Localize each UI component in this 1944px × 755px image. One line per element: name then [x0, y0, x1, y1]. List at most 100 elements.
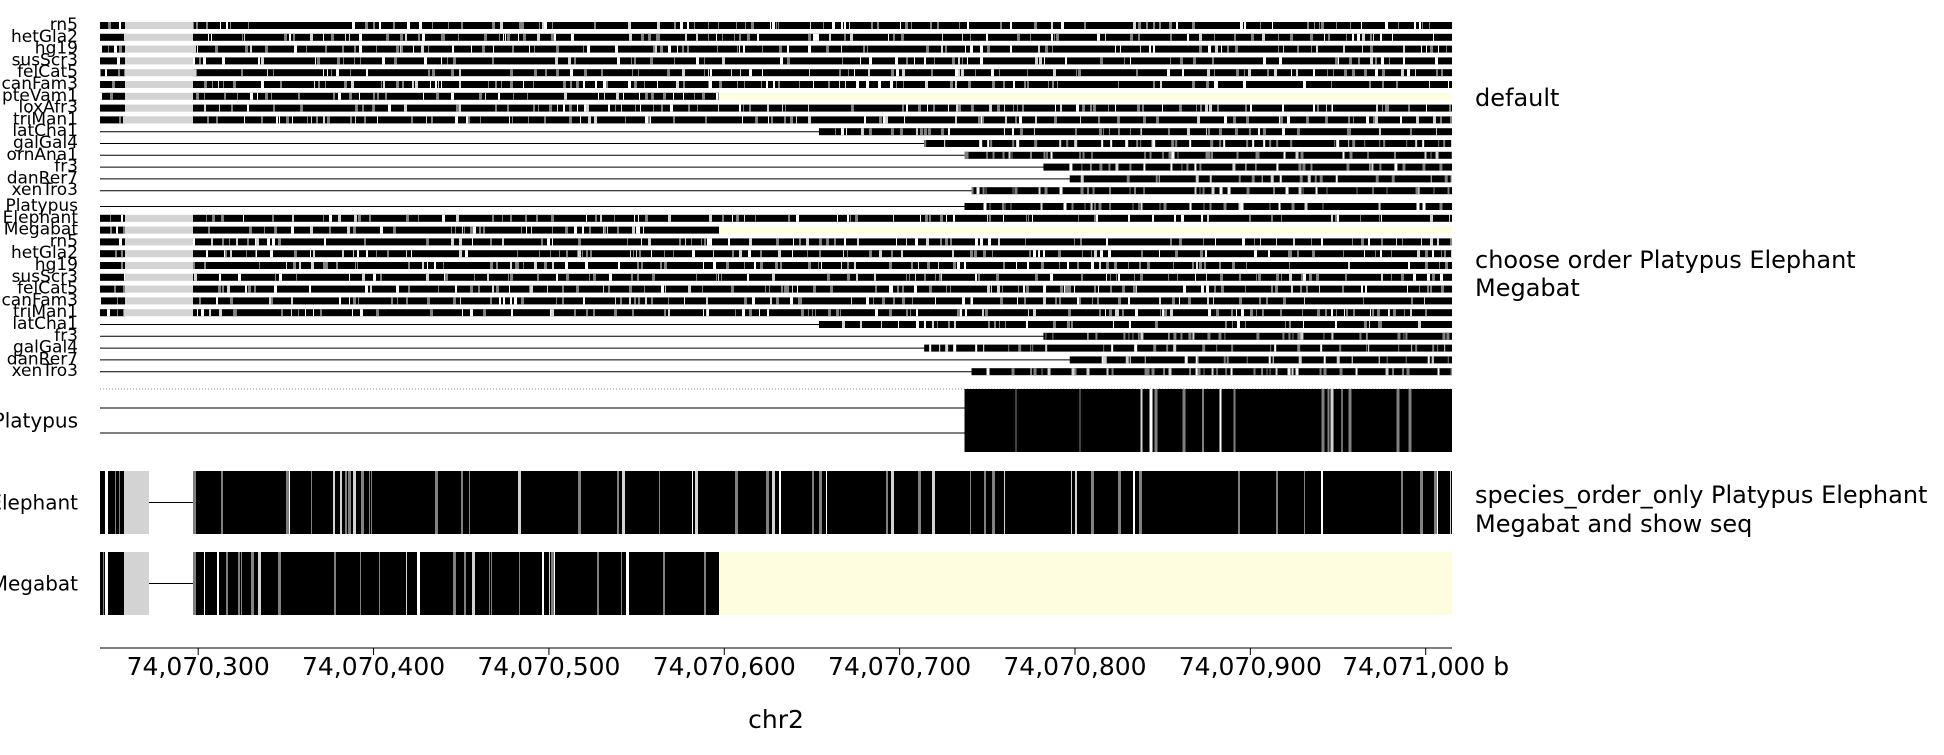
mismatch-stripe — [1268, 250, 1270, 258]
mismatch-stripe — [293, 33, 295, 41]
mismatch-stripe — [1045, 45, 1048, 53]
mismatch-stripe — [224, 250, 225, 258]
mismatch-stripe — [245, 45, 248, 53]
mismatch-stripe — [311, 471, 312, 534]
mismatch-stripe — [1158, 175, 1160, 183]
mismatch-stripe — [444, 33, 445, 41]
mismatch-stripe — [325, 45, 327, 53]
mismatch-stripe — [1221, 285, 1224, 293]
mismatch-stripe — [1074, 238, 1075, 246]
mismatch-stripe — [1410, 309, 1412, 317]
mismatch-stripe — [931, 321, 934, 328]
mismatch-stripe — [1450, 368, 1452, 376]
mismatch-stripe — [1298, 163, 1302, 171]
mismatch-stripe — [810, 22, 811, 29]
panel-2: choose order Platypus Elephant MegabatPla… — [1, 196, 1855, 381]
mismatch-stripe — [1433, 187, 1435, 195]
mismatch-stripe — [1295, 151, 1299, 159]
mismatch-stripe — [707, 238, 710, 246]
mismatch-stripe — [1125, 356, 1129, 364]
mismatch-stripe — [1082, 250, 1083, 258]
mismatch-stripe — [1052, 45, 1053, 53]
aligned-block — [100, 69, 125, 77]
mismatch-stripe — [298, 92, 300, 100]
mismatch-stripe — [955, 69, 958, 77]
mismatch-stripe — [1051, 33, 1053, 41]
mismatch-stripe — [1046, 151, 1048, 159]
mismatch-stripe — [1403, 57, 1405, 65]
mismatch-stripe — [644, 285, 645, 293]
mismatch-stripe — [1321, 471, 1323, 534]
mismatch-stripe — [1304, 203, 1306, 210]
mismatch-stripe — [1172, 297, 1175, 305]
mismatch-stripe — [911, 22, 912, 29]
mismatch-stripe — [607, 226, 608, 234]
mismatch-stripe — [819, 238, 822, 246]
mismatch-stripe — [601, 69, 603, 77]
aligned-block — [964, 389, 1452, 452]
mismatch-stripe — [1103, 356, 1107, 364]
aligned-block — [818, 321, 1452, 328]
low-block — [100, 273, 195, 281]
mismatch-stripe — [773, 81, 775, 88]
mismatch-stripe — [818, 262, 819, 269]
mismatch-stripe — [509, 285, 510, 293]
mismatch-stripe — [1435, 151, 1439, 159]
mismatch-stripe — [1146, 22, 1148, 29]
panel-3: PlatypusElephantMegabatspecies_order_onl… — [0, 388, 1927, 615]
mismatch-stripe — [1266, 297, 1268, 305]
mismatch-stripe — [1291, 285, 1293, 293]
mismatch-stripe — [1402, 238, 1403, 246]
mismatch-stripe — [320, 309, 322, 317]
mismatch-stripe — [891, 250, 893, 258]
mismatch-stripe — [1352, 33, 1354, 41]
panel-title-line: species_order_only Platypus Elephant — [1475, 481, 1927, 509]
mismatch-stripe — [119, 238, 122, 246]
mismatch-stripe — [1202, 344, 1206, 352]
mismatch-stripe — [245, 285, 247, 293]
aligned-block — [193, 297, 1452, 305]
mismatch-stripe — [1117, 128, 1120, 136]
mismatch-stripe — [968, 81, 971, 88]
mismatch-stripe — [1415, 187, 1419, 195]
mismatch-stripe — [889, 262, 892, 269]
mismatch-stripe — [1093, 104, 1096, 112]
mismatch-stripe — [1319, 22, 1320, 29]
mismatch-stripe — [1381, 238, 1383, 246]
mismatch-stripe — [355, 262, 356, 269]
mismatch-stripe — [984, 471, 986, 534]
mismatch-stripe — [718, 92, 720, 100]
mismatch-stripe — [626, 552, 629, 615]
mismatch-stripe — [1361, 22, 1362, 29]
mismatch-stripe — [1074, 285, 1075, 293]
mismatch-stripe — [1389, 309, 1390, 317]
mismatch-stripe — [655, 45, 657, 53]
mismatch-stripe — [1427, 356, 1430, 364]
mismatch-stripe — [1359, 332, 1362, 340]
mismatch-stripe — [1152, 214, 1154, 222]
mismatch-stripe — [970, 33, 971, 41]
mismatch-stripe — [1296, 128, 1300, 136]
mismatch-stripe — [1108, 250, 1111, 258]
mismatch-stripe — [784, 116, 786, 124]
mismatch-stripe — [796, 116, 797, 124]
mismatch-stripe — [119, 116, 121, 124]
mismatch-stripe — [1189, 140, 1192, 147]
mismatch-stripe — [849, 22, 850, 29]
mismatch-stripe — [787, 45, 789, 53]
mismatch-stripe — [1401, 471, 1403, 534]
mismatch-stripe — [935, 273, 936, 281]
mismatch-stripe — [380, 226, 383, 234]
mismatch-stripe — [216, 116, 218, 124]
mismatch-stripe — [354, 45, 356, 53]
mismatch-stripe — [1032, 344, 1034, 352]
mismatch-stripe — [1038, 250, 1040, 258]
mismatch-stripe — [474, 273, 475, 281]
mismatch-stripe — [248, 22, 249, 29]
mismatch-stripe — [915, 273, 916, 281]
mismatch-stripe — [333, 92, 335, 100]
mismatch-stripe — [246, 250, 247, 258]
mismatch-stripe — [1079, 389, 1081, 452]
mismatch-stripe — [1208, 151, 1211, 159]
aligned-block — [193, 33, 1452, 41]
